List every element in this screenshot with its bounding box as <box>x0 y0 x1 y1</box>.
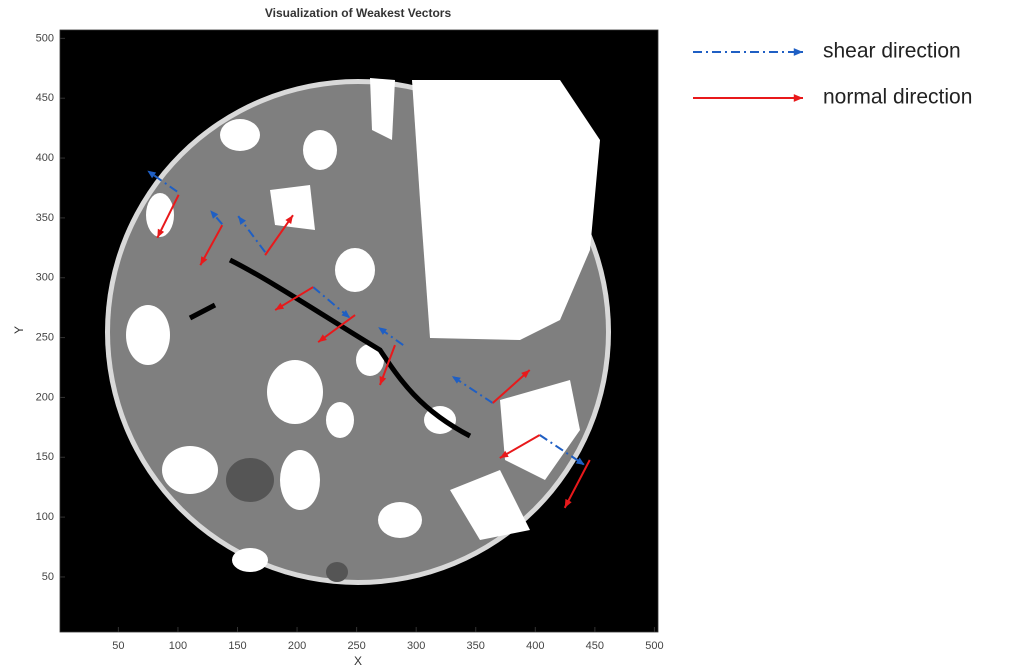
x-tick-label: 450 <box>586 640 604 652</box>
x-tick-label: 350 <box>467 640 485 652</box>
legend-symbol <box>693 48 803 56</box>
y-tick-label: 450 <box>36 92 54 104</box>
x-tick-label: 100 <box>169 640 187 652</box>
x-tick-label: 500 <box>645 640 663 652</box>
y-tick-label: 200 <box>36 391 54 403</box>
y-tick-label: 250 <box>36 331 54 343</box>
specimen-image <box>105 78 611 585</box>
y-tick-label: 50 <box>42 571 54 583</box>
x-tick-label: 300 <box>407 640 425 652</box>
y-tick-label: 500 <box>36 32 54 44</box>
legend-symbol-head <box>794 94 803 102</box>
y-tick-label: 350 <box>36 212 54 224</box>
y-axis-label: Y <box>12 326 26 334</box>
legend-label: normal direction <box>823 86 972 109</box>
legend-symbol-head <box>794 48 803 56</box>
legend-label: shear direction <box>823 40 961 63</box>
y-tick-label: 100 <box>36 511 54 523</box>
x-tick-label: 150 <box>228 640 246 652</box>
legend-symbol <box>693 94 803 102</box>
y-tick-label: 300 <box>36 272 54 284</box>
x-tick-label: 50 <box>112 640 124 652</box>
chart-title: Visualization of Weakest Vectors <box>265 6 452 20</box>
x-axis-label: X <box>354 654 362 668</box>
y-tick-label: 400 <box>36 152 54 164</box>
x-tick-label: 200 <box>288 640 306 652</box>
x-tick-label: 400 <box>526 640 544 652</box>
figure: Visualization of Weakest Vectors Y X 50 1… <box>0 0 1013 671</box>
y-tick-label: 150 <box>36 451 54 463</box>
x-tick-label: 250 <box>347 640 365 652</box>
